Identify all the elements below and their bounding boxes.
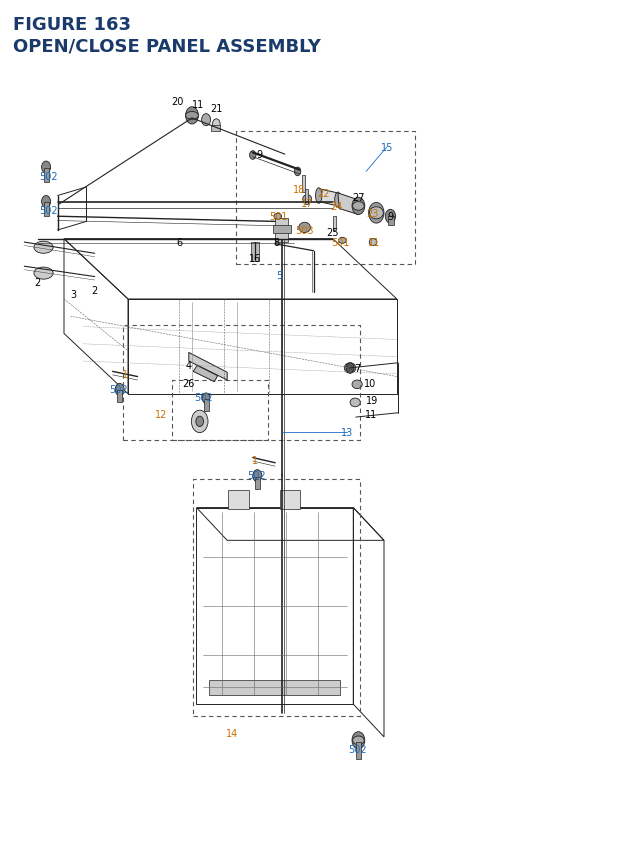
Text: 14: 14: [225, 728, 238, 739]
Text: 11: 11: [192, 100, 205, 110]
Polygon shape: [189, 353, 227, 381]
Ellipse shape: [369, 208, 383, 220]
Circle shape: [250, 152, 256, 160]
Polygon shape: [338, 194, 358, 215]
Text: 25: 25: [326, 227, 339, 238]
Text: 15: 15: [381, 143, 394, 153]
Circle shape: [369, 203, 384, 224]
Text: 22: 22: [317, 189, 330, 199]
Ellipse shape: [335, 193, 341, 208]
Ellipse shape: [316, 189, 322, 204]
Text: 502: 502: [194, 393, 213, 403]
Text: 21: 21: [210, 104, 223, 115]
Circle shape: [346, 363, 354, 374]
Bar: [251, 243, 259, 262]
Polygon shape: [319, 189, 338, 207]
Ellipse shape: [352, 381, 362, 389]
Text: 502: 502: [348, 744, 367, 754]
Text: 502: 502: [38, 171, 58, 182]
Bar: [44, 203, 49, 217]
Text: 13: 13: [340, 427, 353, 437]
Bar: [273, 226, 291, 234]
Ellipse shape: [34, 268, 53, 280]
Text: 18: 18: [293, 184, 306, 195]
Text: 2: 2: [34, 277, 40, 288]
Text: 27: 27: [352, 193, 365, 203]
Ellipse shape: [369, 239, 377, 246]
Text: 501: 501: [269, 212, 287, 222]
Text: 8: 8: [273, 238, 280, 248]
Text: 12: 12: [155, 410, 168, 420]
Text: 17: 17: [301, 199, 314, 209]
Text: 1: 1: [252, 455, 258, 466]
Ellipse shape: [339, 238, 346, 245]
Text: 23: 23: [366, 208, 379, 219]
Text: OPEN/CLOSE PANEL ASSEMBLY: OPEN/CLOSE PANEL ASSEMBLY: [13, 38, 321, 56]
Circle shape: [186, 108, 198, 125]
Circle shape: [196, 417, 204, 427]
Text: 11: 11: [365, 410, 378, 420]
Bar: [305, 189, 308, 205]
Bar: [302, 176, 305, 193]
Text: 16: 16: [248, 253, 261, 263]
Polygon shape: [193, 366, 218, 382]
Circle shape: [352, 198, 365, 215]
Text: 9: 9: [387, 212, 394, 222]
Text: 502: 502: [109, 384, 128, 394]
Bar: [280, 491, 300, 510]
Circle shape: [115, 384, 124, 396]
Text: 2: 2: [92, 286, 98, 296]
Text: 11: 11: [368, 238, 381, 248]
Text: 4: 4: [186, 361, 192, 371]
Text: 501: 501: [332, 238, 349, 248]
Bar: [275, 219, 288, 243]
Text: 10: 10: [364, 378, 376, 388]
Bar: [228, 491, 249, 510]
Ellipse shape: [34, 242, 53, 254]
Text: 502: 502: [38, 206, 58, 216]
Ellipse shape: [344, 363, 356, 374]
Bar: [44, 169, 49, 183]
Circle shape: [202, 393, 210, 404]
Ellipse shape: [274, 214, 282, 220]
Text: 3: 3: [70, 289, 77, 300]
Text: 19: 19: [366, 395, 379, 406]
Ellipse shape: [303, 195, 312, 204]
Circle shape: [294, 168, 301, 177]
Bar: [204, 400, 209, 412]
Bar: [388, 217, 394, 226]
Ellipse shape: [353, 736, 364, 745]
Circle shape: [42, 162, 51, 174]
Text: 7: 7: [354, 363, 360, 374]
Bar: [211, 126, 220, 132]
Bar: [356, 742, 361, 759]
Text: 9: 9: [256, 150, 262, 160]
Circle shape: [253, 470, 262, 482]
Circle shape: [212, 120, 220, 130]
Text: 1: 1: [122, 369, 128, 380]
Circle shape: [191, 411, 208, 433]
Text: FIGURE 163: FIGURE 163: [13, 16, 131, 34]
Bar: [209, 680, 340, 696]
Circle shape: [385, 210, 396, 224]
Text: 503: 503: [295, 226, 313, 236]
Ellipse shape: [299, 223, 310, 233]
Bar: [333, 217, 336, 231]
Circle shape: [352, 732, 365, 749]
Text: 502: 502: [246, 470, 266, 480]
Circle shape: [202, 115, 211, 127]
Ellipse shape: [350, 399, 360, 407]
Text: 24: 24: [330, 201, 342, 212]
Bar: [255, 477, 260, 489]
Bar: [117, 391, 122, 403]
Text: 20: 20: [172, 96, 184, 107]
Circle shape: [42, 196, 51, 208]
Ellipse shape: [186, 113, 198, 121]
Text: 5: 5: [276, 270, 282, 281]
Text: 26: 26: [182, 378, 195, 388]
Text: 6: 6: [176, 238, 182, 248]
Ellipse shape: [353, 202, 364, 211]
